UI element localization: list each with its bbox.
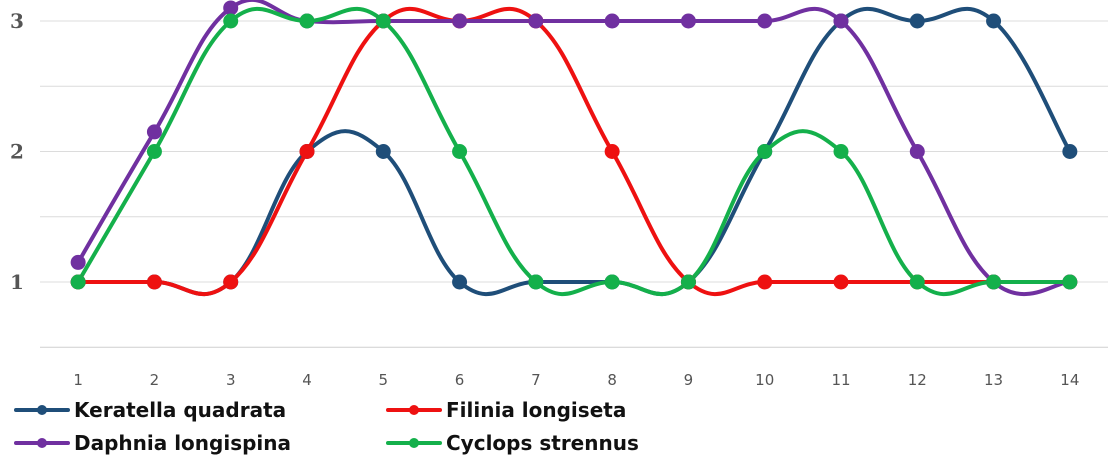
legend-key-keratella-quadrata — [10, 395, 74, 425]
data-point-cyclops-strennus — [833, 144, 849, 159]
legend-label-cyclops-strennus: Cyclops strennus — [446, 431, 639, 455]
data-point-cyclops-strennus — [299, 13, 315, 29]
data-point-cyclops-strennus — [986, 274, 1002, 290]
x-tick-label: 3 — [226, 371, 236, 389]
x-tick-label: 13 — [984, 371, 1003, 389]
data-point-daphnia-longispina — [528, 13, 544, 29]
legend-item-cyclops-strennus: Cyclops strennus — [382, 428, 639, 458]
x-tick-label: 9 — [684, 371, 694, 389]
data-point-daphnia-longispina — [680, 13, 696, 29]
series-lines — [70, 0, 1078, 297]
x-tick-label: 14 — [1060, 371, 1079, 389]
data-point-keratella-quadrata — [909, 13, 925, 29]
x-tick-label: 1 — [73, 371, 83, 389]
x-axis-ticks: 1 2 3 4 5 6 7 8 9 10 11 12 13 14 — [73, 371, 1079, 389]
data-point-cyclops-strennus — [604, 274, 620, 290]
data-point-filinia-longiseta — [299, 144, 315, 159]
data-point-keratella-quadrata — [375, 144, 391, 159]
data-point-daphnia-longispina — [70, 254, 86, 270]
data-point-keratella-quadrata — [986, 13, 1002, 29]
legend-label-filinia-longiseta: Filinia longiseta — [446, 398, 627, 422]
legend-swatch-marker — [409, 405, 419, 415]
legend-item-filinia-longiseta: Filinia longiseta — [382, 395, 626, 425]
data-point-filinia-longiseta — [757, 274, 773, 290]
x-tick-label: 10 — [755, 371, 774, 389]
data-point-daphnia-longispina — [909, 144, 925, 159]
data-point-daphnia-longispina — [146, 124, 162, 140]
data-point-filinia-longiseta — [833, 274, 849, 290]
data-point-cyclops-strennus — [1062, 274, 1078, 290]
legend: Keratella quadrata Filinia longiseta Dap… — [0, 392, 700, 464]
data-point-filinia-longiseta — [223, 274, 239, 290]
x-tick-label: 8 — [607, 371, 617, 389]
legend-swatch-marker — [37, 438, 47, 448]
data-point-daphnia-longispina — [833, 13, 849, 29]
data-point-cyclops-strennus — [70, 274, 86, 290]
y-tick-label: 2 — [10, 140, 24, 164]
data-point-daphnia-longispina — [757, 13, 773, 29]
data-point-cyclops-strennus — [757, 144, 773, 159]
data-point-filinia-longiseta — [146, 274, 162, 290]
x-tick-label: 7 — [531, 371, 541, 389]
legend-swatch-marker — [37, 405, 47, 415]
data-point-daphnia-longispina — [604, 13, 620, 29]
legend-key-cyclops-strennus — [382, 428, 446, 458]
y-tick-label: 3 — [10, 9, 24, 33]
data-point-filinia-longiseta — [604, 144, 620, 159]
data-point-cyclops-strennus — [223, 13, 239, 29]
data-point-cyclops-strennus — [146, 144, 162, 159]
y-axis-ticks: 1 2 3 — [10, 9, 24, 294]
series-line-filinia-longiseta — [76, 6, 1072, 297]
x-tick-label: 6 — [455, 371, 465, 389]
x-tick-label: 12 — [908, 371, 927, 389]
data-point-keratella-quadrata — [452, 274, 468, 290]
y-tick-label: 1 — [10, 270, 24, 294]
legend-swatch-marker — [409, 438, 419, 448]
data-point-cyclops-strennus — [528, 274, 544, 290]
legend-item-keratella-quadrata: Keratella quadrata — [10, 395, 286, 425]
x-tick-label: 2 — [150, 371, 160, 389]
data-point-cyclops-strennus — [680, 274, 696, 290]
legend-item-daphnia-longispina: Daphnia longispina — [10, 428, 291, 458]
legend-label-daphnia-longispina: Daphnia longispina — [74, 431, 292, 455]
x-tick-label: 4 — [302, 371, 312, 389]
gridlines — [40, 20, 1108, 348]
data-point-daphnia-longispina — [452, 13, 468, 29]
data-point-cyclops-strennus — [375, 13, 391, 29]
data-point-daphnia-longispina — [223, 0, 239, 16]
line-chart: 123 1 2 3 4 5 6 7 8 9 10 11 12 13 14 — [10, 0, 1108, 389]
legend-key-filinia-longiseta — [382, 395, 446, 425]
data-point-cyclops-strennus — [452, 144, 468, 159]
x-tick-label: 5 — [379, 371, 389, 389]
legend-label-keratella-quadrata: Keratella quadrata — [74, 398, 287, 422]
legend-key-daphnia-longispina — [10, 428, 74, 458]
data-point-keratella-quadrata — [1062, 144, 1078, 159]
x-tick-label: 11 — [831, 371, 850, 389]
data-point-cyclops-strennus — [909, 274, 925, 290]
